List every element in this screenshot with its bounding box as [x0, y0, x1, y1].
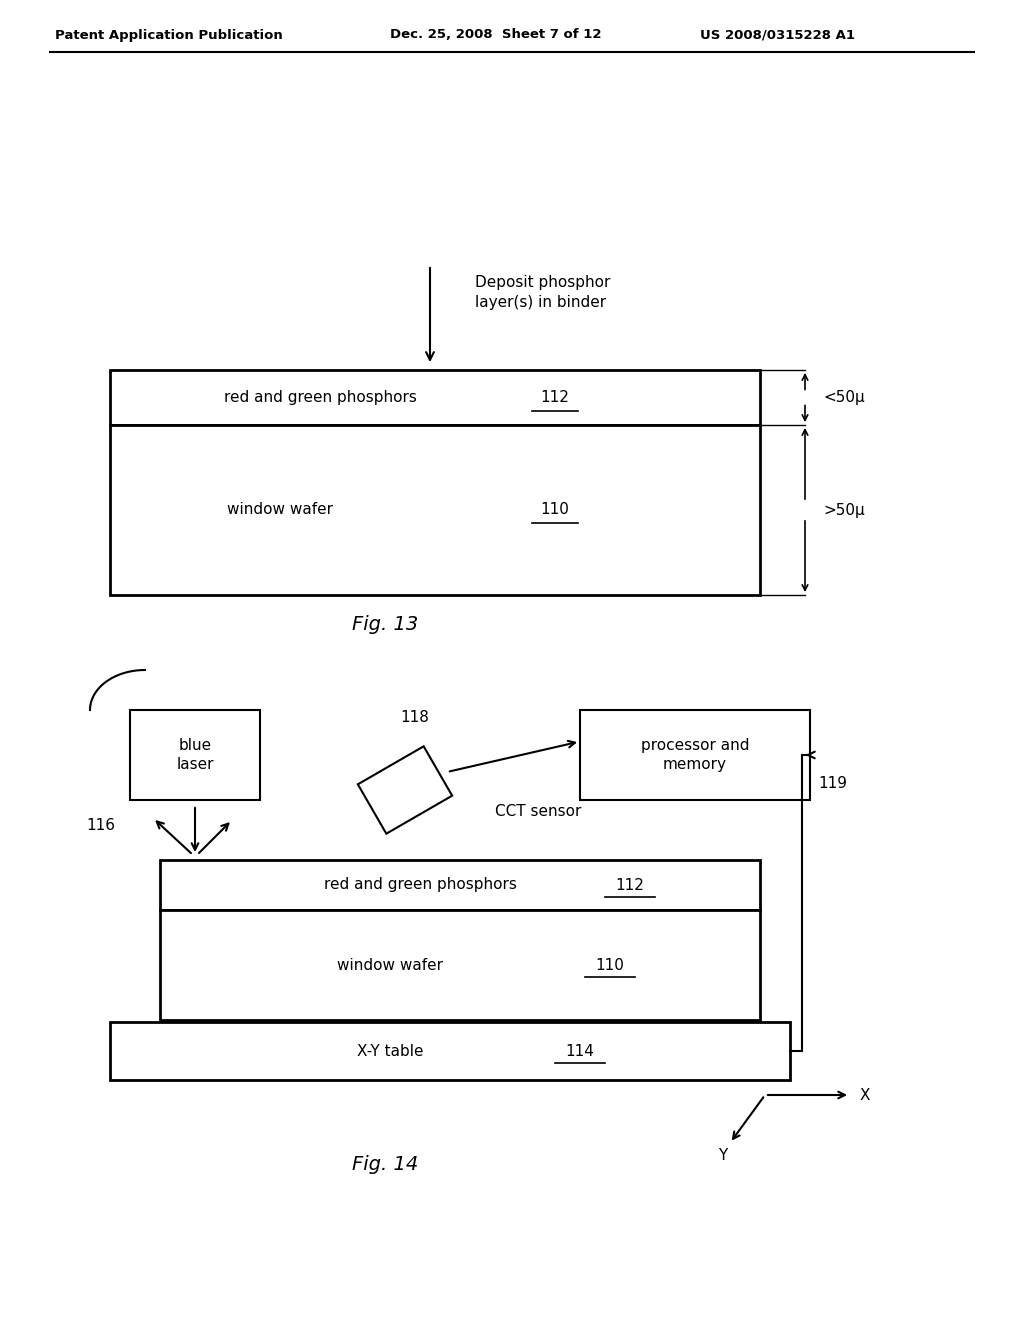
Text: 110: 110 [596, 957, 625, 973]
Bar [580, 710, 810, 800]
Text: 112: 112 [541, 389, 569, 405]
Text: X-Y table: X-Y table [356, 1044, 423, 1059]
Text: 118: 118 [400, 710, 429, 726]
Text: 110: 110 [541, 503, 569, 517]
Text: >50μ: >50μ [823, 503, 864, 517]
Text: Patent Application Publication: Patent Application Publication [55, 29, 283, 41]
Text: 119: 119 [818, 776, 847, 791]
Text: Y: Y [719, 1147, 728, 1163]
Text: processor and
memory: processor and memory [641, 738, 750, 772]
Bar [130, 710, 260, 800]
Bar [160, 861, 760, 909]
Bar [110, 1022, 790, 1080]
Bar [160, 909, 760, 1020]
Text: Fig. 13: Fig. 13 [352, 615, 418, 635]
Text: Deposit phosphor
layer(s) in binder: Deposit phosphor layer(s) in binder [475, 275, 610, 310]
Text: Fig. 14: Fig. 14 [352, 1155, 418, 1175]
Bar [110, 370, 760, 425]
Text: blue
laser: blue laser [176, 738, 214, 772]
Text: US 2008/0315228 A1: US 2008/0315228 A1 [700, 29, 855, 41]
Text: window wafer: window wafer [227, 503, 333, 517]
Text: 112: 112 [615, 878, 644, 892]
Text: X: X [860, 1088, 870, 1102]
Text: red and green phosphors: red and green phosphors [223, 389, 417, 405]
Text: window wafer: window wafer [337, 957, 443, 973]
Text: CCT sensor: CCT sensor [495, 804, 582, 820]
Text: red and green phosphors: red and green phosphors [324, 878, 516, 892]
FancyBboxPatch shape [357, 746, 453, 834]
Text: 116: 116 [86, 817, 115, 833]
Text: 114: 114 [565, 1044, 595, 1059]
Text: <50μ: <50μ [823, 389, 864, 405]
Text: Dec. 25, 2008  Sheet 7 of 12: Dec. 25, 2008 Sheet 7 of 12 [390, 29, 601, 41]
Bar [110, 425, 760, 595]
